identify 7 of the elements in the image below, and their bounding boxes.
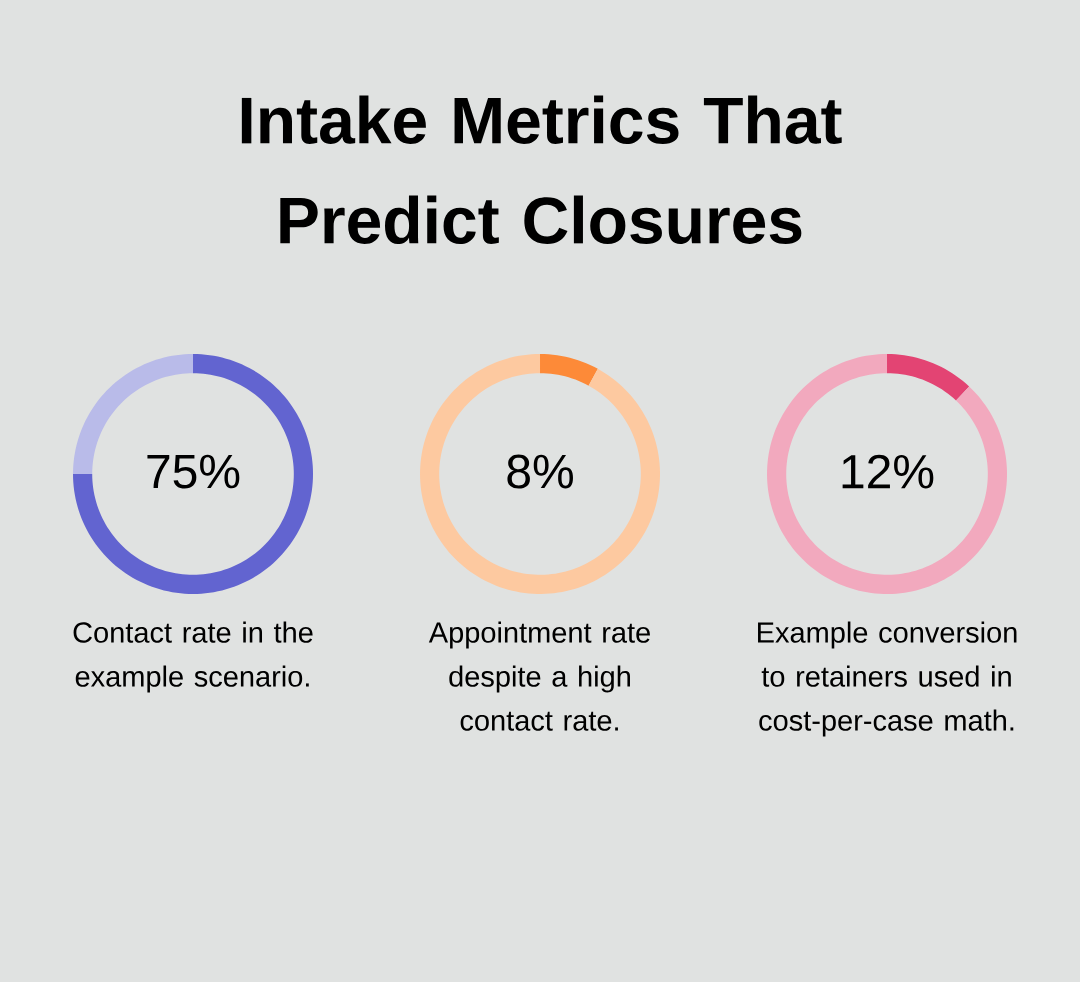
text: Appointment rate despite a high contact rate. [428,621,650,731]
text: Example conversion to retainers used in cost-per-case math. [758,621,1017,737]
text: Intake Metrics That Predict Closures [241,95,842,244]
data-label: 12% [842,454,934,489]
text: Contact rate in the example scenario. [73,621,313,693]
data-label: 8% [507,454,573,489]
data-label: 75% [147,454,240,489]
